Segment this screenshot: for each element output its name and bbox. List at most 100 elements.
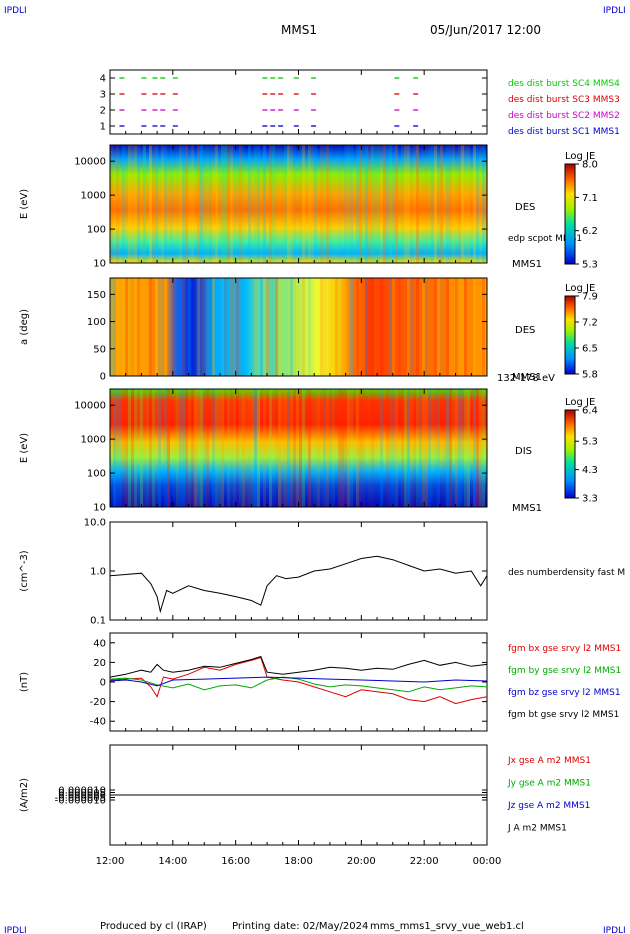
spectrogram-texture bbox=[380, 145, 383, 263]
availability-frame bbox=[109, 69, 488, 135]
spectrogram-texture bbox=[305, 278, 308, 376]
spectrogram-texture bbox=[296, 145, 299, 263]
colorbar-tick-label: 7.9 bbox=[582, 292, 598, 303]
spectrogram-texture bbox=[287, 278, 290, 376]
spectrogram-texture bbox=[116, 278, 119, 376]
spectrogram-texture bbox=[119, 389, 122, 507]
y-tick-label: 0 bbox=[100, 372, 106, 383]
y-tick-label: -20 bbox=[90, 697, 106, 708]
spectrogram-texture bbox=[311, 278, 314, 376]
spectrogram-texture bbox=[326, 389, 329, 507]
spectrogram-texture bbox=[371, 145, 374, 263]
colorbar-tick-label: 5.3 bbox=[582, 437, 598, 448]
spectrogram-texture bbox=[374, 145, 377, 263]
spectrogram-texture bbox=[350, 145, 353, 263]
y-tick-label: 10000 bbox=[74, 157, 106, 168]
colorbar-title: Log JE bbox=[565, 397, 595, 408]
spectrogram-texture bbox=[308, 389, 311, 507]
panel-label: DIS bbox=[515, 446, 532, 457]
spectrogram-texture bbox=[200, 389, 203, 507]
spectrogram-texture bbox=[290, 389, 293, 507]
spectrogram-texture bbox=[158, 145, 161, 263]
spectrogram-texture bbox=[314, 389, 317, 507]
spectrogram-texture bbox=[191, 278, 194, 376]
spectrogram-texture bbox=[398, 278, 401, 376]
spectrogram-texture bbox=[197, 278, 200, 376]
spectrogram-texture bbox=[134, 145, 137, 263]
colorbar-dis-energy bbox=[564, 409, 576, 499]
spectrogram-texture bbox=[404, 278, 407, 376]
spectrogram-texture bbox=[470, 389, 473, 507]
spectrogram-texture bbox=[443, 145, 446, 263]
colorbar-tick-label: 8.0 bbox=[582, 160, 598, 171]
spectrogram-texture bbox=[137, 278, 140, 376]
y-tick-label: 0.000010 bbox=[58, 786, 106, 797]
colorbar-tick-label: 5.8 bbox=[582, 370, 598, 381]
spectrogram-texture bbox=[383, 389, 386, 507]
energy-range-label: 132-178 eV bbox=[497, 373, 555, 384]
spectrogram-texture bbox=[434, 145, 437, 263]
spectrogram-texture bbox=[167, 278, 170, 376]
corner-label-top-left: IPDLI bbox=[4, 6, 27, 16]
spectrogram-texture bbox=[446, 278, 449, 376]
spectrogram-texture bbox=[431, 389, 434, 507]
spectrogram-texture bbox=[152, 389, 155, 507]
y-tick-label: 2 bbox=[100, 106, 106, 117]
spectrogram-texture bbox=[353, 278, 356, 376]
spectrogram-texture bbox=[386, 278, 389, 376]
spectrogram-texture bbox=[302, 145, 305, 263]
spectrogram-texture bbox=[440, 389, 443, 507]
spectrogram-texture bbox=[149, 389, 152, 507]
x-tick-label: 16:00 bbox=[221, 856, 250, 867]
y-tick-label: 0 bbox=[100, 678, 106, 689]
y-tick-label: 4 bbox=[100, 74, 106, 85]
colorbar-tick-label: 3.3 bbox=[582, 494, 598, 505]
spectrogram-texture bbox=[236, 278, 239, 376]
colorbar-tick-label: 6.2 bbox=[582, 226, 598, 237]
series-line bbox=[109, 555, 488, 614]
spectrogram-texture bbox=[458, 278, 461, 376]
y-tick-label: 50 bbox=[93, 344, 106, 355]
spectrogram-texture bbox=[437, 145, 440, 263]
spectrogram-texture bbox=[143, 389, 146, 507]
spectrogram-texture bbox=[386, 145, 389, 263]
colorbar-des-energy bbox=[564, 163, 576, 265]
spectrogram-texture bbox=[452, 145, 455, 263]
spectrogram-texture bbox=[368, 278, 371, 376]
spectrogram-texture bbox=[389, 145, 392, 263]
spectrogram-texture bbox=[344, 389, 347, 507]
spectrogram-texture bbox=[194, 389, 197, 507]
spectrogram-texture bbox=[434, 278, 437, 376]
spectrogram-texture bbox=[410, 278, 413, 376]
spectrogram-texture bbox=[125, 145, 128, 263]
spectrogram-texture bbox=[374, 278, 377, 376]
spectrogram-texture bbox=[356, 389, 359, 507]
y-tick-label: 1.0 bbox=[90, 567, 106, 578]
spectrogram-texture bbox=[119, 145, 122, 263]
spectrogram-texture bbox=[338, 278, 341, 376]
spectrogram-texture bbox=[206, 145, 209, 263]
spectrogram-texture bbox=[293, 389, 296, 507]
x-tick-label: 14:00 bbox=[158, 856, 187, 867]
panel-spacecraft-label: MMS1 bbox=[512, 503, 542, 514]
spectrogram-texture bbox=[413, 389, 416, 507]
spectrogram-texture bbox=[206, 389, 209, 507]
spectrogram-texture bbox=[395, 389, 398, 507]
spectrogram-texture bbox=[476, 145, 479, 263]
spectrogram-texture bbox=[128, 278, 131, 376]
spectrogram-texture bbox=[218, 145, 221, 263]
spectrogram-texture bbox=[401, 145, 404, 263]
spectrogram-texture bbox=[422, 145, 425, 263]
spectrogram-texture bbox=[440, 145, 443, 263]
spectrogram-texture bbox=[428, 389, 431, 507]
spectrogram-texture bbox=[368, 145, 371, 263]
spectrogram-texture bbox=[371, 389, 374, 507]
spectrogram-texture bbox=[473, 145, 476, 263]
spectrogram-texture bbox=[185, 389, 188, 507]
spectrogram-texture bbox=[356, 145, 359, 263]
spectrogram-texture bbox=[389, 278, 392, 376]
spectrogram-texture bbox=[467, 145, 470, 263]
spectrogram-texture bbox=[236, 145, 239, 263]
spectrogram-texture bbox=[359, 278, 362, 376]
spectrogram-texture bbox=[389, 389, 392, 507]
